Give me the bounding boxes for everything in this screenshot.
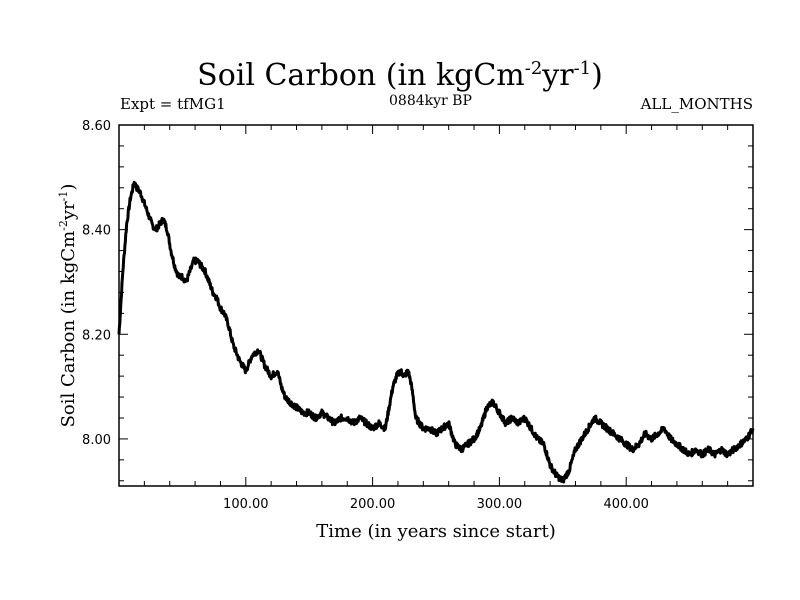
axis-ticks bbox=[119, 124, 753, 486]
x-axis-label: Time (in years since start) bbox=[316, 521, 556, 542]
x-tick-label: 400.00 bbox=[603, 497, 649, 512]
x-tick-label: 200.00 bbox=[350, 497, 396, 512]
x-tick-label: 100.00 bbox=[223, 497, 269, 512]
chart-title: Soil Carbon (in kgCm-2yr-1) bbox=[197, 58, 603, 93]
y-tick-label: 8.40 bbox=[82, 224, 111, 239]
months-label: ALL_MONTHS bbox=[640, 95, 753, 113]
y-axis-label: Soil Carbon (in kgCm-2yr-1) bbox=[57, 184, 79, 428]
plot-area bbox=[117, 180, 755, 484]
y-tick-label: 8.20 bbox=[82, 328, 111, 343]
series-line-0 bbox=[117, 180, 755, 484]
tick-labels: 100.00 200.00 300.00 400.00 8.00 8.20 8.40 8.60 bbox=[82, 119, 649, 512]
x-tick-label: 300.00 bbox=[477, 497, 523, 512]
y-tick-label: 8.60 bbox=[82, 119, 111, 134]
y-tick-label: 8.00 bbox=[82, 433, 111, 448]
plot-frame bbox=[118, 124, 754, 487]
period-label: 0884kyr BP bbox=[389, 93, 472, 109]
experiment-label: Expt = tfMG1 bbox=[120, 95, 226, 113]
